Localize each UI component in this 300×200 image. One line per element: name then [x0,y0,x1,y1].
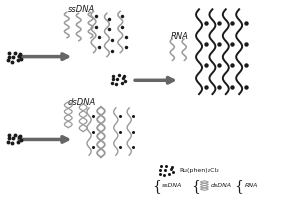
Text: RNA: RNA [171,32,189,41]
Text: ssDNA: ssDNA [68,5,95,14]
Text: RNA: RNA [244,183,258,188]
Text: Ru(phen)₂Cl₂: Ru(phen)₂Cl₂ [179,168,219,173]
Text: ssDNA: ssDNA [162,183,182,188]
Text: {: { [235,179,244,193]
Text: dsDNA: dsDNA [68,98,96,107]
Text: dsDNA: dsDNA [210,183,231,188]
Text: {: { [192,179,200,193]
Text: {: { [152,179,161,193]
